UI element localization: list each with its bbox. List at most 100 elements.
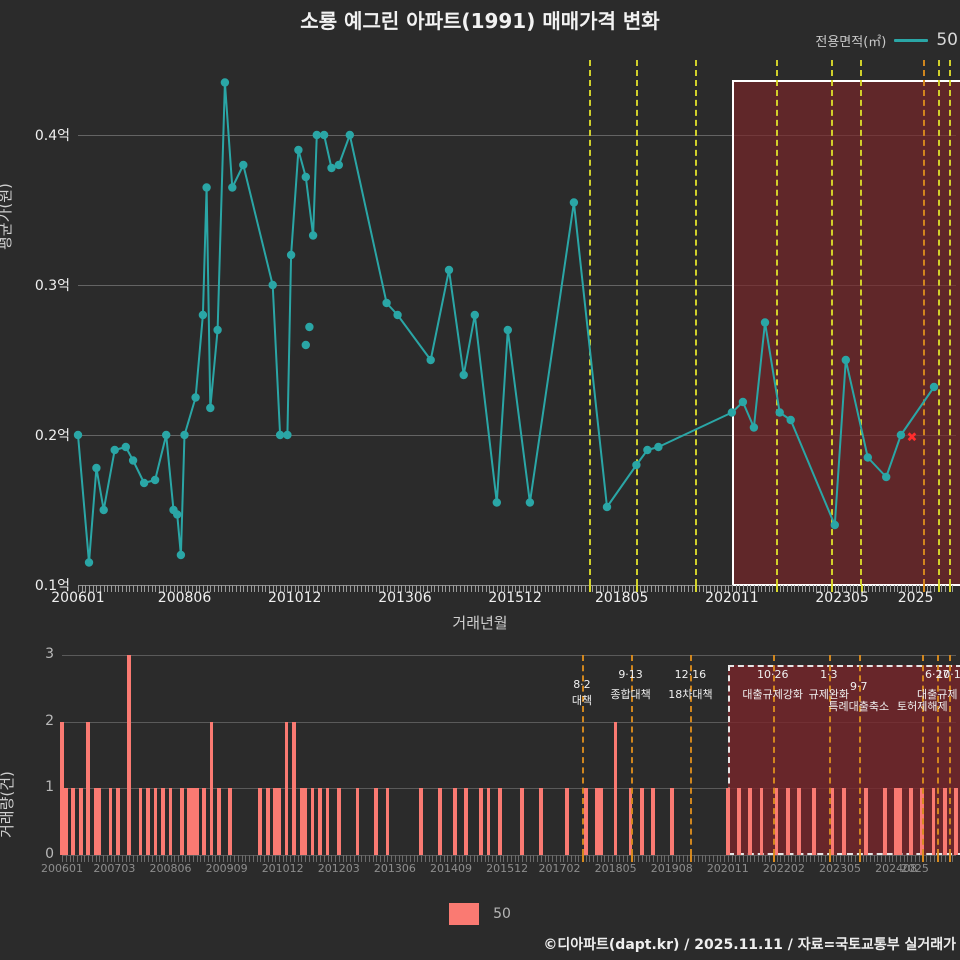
volume-chart-xtick: 202202 [762,862,805,875]
volume-chart-legend: 50 [0,903,960,925]
volume-bar[interactable] [595,788,599,855]
volume-bar[interactable] [179,788,184,855]
volume-bar[interactable] [258,788,263,855]
volume-bar[interactable] [737,788,741,855]
volume-bar[interactable] [299,788,304,855]
event-date-label: 10·1 [936,668,960,681]
volume-bar[interactable] [146,788,150,855]
price-chart-xtick: 200806 [157,590,212,606]
volume-chart-event-line [858,655,861,855]
volume-bar[interactable] [538,788,543,855]
volume-bar[interactable] [419,788,423,855]
volume-bar[interactable] [336,788,341,855]
volume-bar[interactable] [385,788,390,855]
volume-bar[interactable] [310,788,315,855]
event-date-label: 8·2 [573,678,591,691]
event-date-label: 12·16 [674,668,707,681]
volume-bar[interactable] [292,721,296,855]
volume-bar[interactable] [759,788,764,855]
price-chart-xtick: 201512 [488,590,542,606]
volume-bar[interactable] [127,655,132,855]
volume-bar[interactable] [942,788,947,855]
legend-label: 전용면적(㎡) [815,34,887,50]
volume-bar[interactable] [209,721,214,855]
volume-bar[interactable] [138,788,143,855]
event-date-label: 9·7 [849,680,868,693]
volume-bar[interactable] [598,788,603,855]
volume-bar[interactable] [774,788,779,855]
volume-bar[interactable] [565,788,569,855]
volume-bar[interactable] [841,788,846,855]
event-name-label: 토허제해제 [897,700,948,713]
volume-bar[interactable] [86,721,91,855]
volume-bar[interactable] [954,788,958,855]
volume-chart-gridline [62,655,956,656]
volume-bar[interactable] [613,721,618,855]
volume-bar[interactable] [464,788,468,855]
legend-square-swatch [449,903,480,925]
price-chart-axis-line [78,585,956,586]
volume-bar[interactable] [497,788,502,855]
volume-chart-event-line [630,655,633,855]
volume-bar[interactable] [318,788,322,855]
volume-bar[interactable] [277,788,281,855]
volume-bar[interactable] [187,788,192,855]
volume-bar[interactable] [228,788,233,855]
volume-bar[interactable] [894,788,898,855]
volume-bar[interactable] [303,788,307,855]
volume-bar[interactable] [883,788,887,855]
price-chart-event-line [588,60,591,585]
volume-chart-ytick: 0 [45,846,54,862]
volume-bar[interactable] [153,788,158,855]
event-date-label: 10·26 [756,668,789,681]
volume-bar[interactable] [63,788,68,855]
volume-bar[interactable] [93,788,98,855]
legend-value-bottom: 50 [493,906,511,922]
volume-bar[interactable] [628,788,633,855]
volume-bar[interactable] [811,788,816,855]
volume-bar[interactable] [97,788,102,855]
volume-bar[interactable] [669,788,674,855]
volume-bar[interactable] [898,788,902,855]
volume-bar[interactable] [651,788,655,855]
volume-bar[interactable] [785,788,790,855]
volume-bar[interactable] [265,788,270,855]
volume-bar[interactable] [116,788,120,855]
price-chart-xtick: 202011 [705,590,759,606]
volume-bar[interactable] [78,788,83,855]
volume-bar[interactable] [864,788,869,855]
volume-bar[interactable] [273,788,278,855]
volume-bar[interactable] [931,788,936,855]
volume-bar[interactable] [191,788,195,855]
volume-bar[interactable] [108,788,113,855]
price-chart-xtick: 2025 [897,590,934,606]
volume-bar[interactable] [194,788,199,855]
volume-bar[interactable] [748,788,753,855]
volume-bar[interactable] [202,788,206,855]
volume-bar[interactable] [168,788,173,855]
volume-bar[interactable] [830,788,835,855]
volume-bar[interactable] [374,788,379,855]
volume-bar[interactable] [60,721,64,855]
volume-bar[interactable] [437,788,442,855]
volume-chart-gridline [62,788,956,790]
volume-bar[interactable] [520,788,524,855]
volume-bar[interactable] [486,788,491,855]
volume-bar[interactable] [217,788,221,855]
volume-bar[interactable] [583,788,588,855]
volume-bar[interactable] [71,788,76,855]
volume-chart-gridline [62,721,956,723]
volume-chart-event-line [772,655,775,855]
volume-bar[interactable] [452,788,457,855]
volume-bar[interactable] [355,788,360,855]
volume-bar[interactable] [797,788,801,855]
volume-bar[interactable] [161,788,165,855]
volume-bar[interactable] [639,788,644,855]
volume-bar[interactable] [325,788,330,855]
volume-bar[interactable] [725,788,730,855]
volume-bar[interactable] [920,788,925,855]
volume-bar[interactable] [284,721,289,855]
volume-bar[interactable] [909,788,913,855]
volume-bar[interactable] [479,788,483,855]
price-chart-xtick: 201805 [594,590,649,606]
